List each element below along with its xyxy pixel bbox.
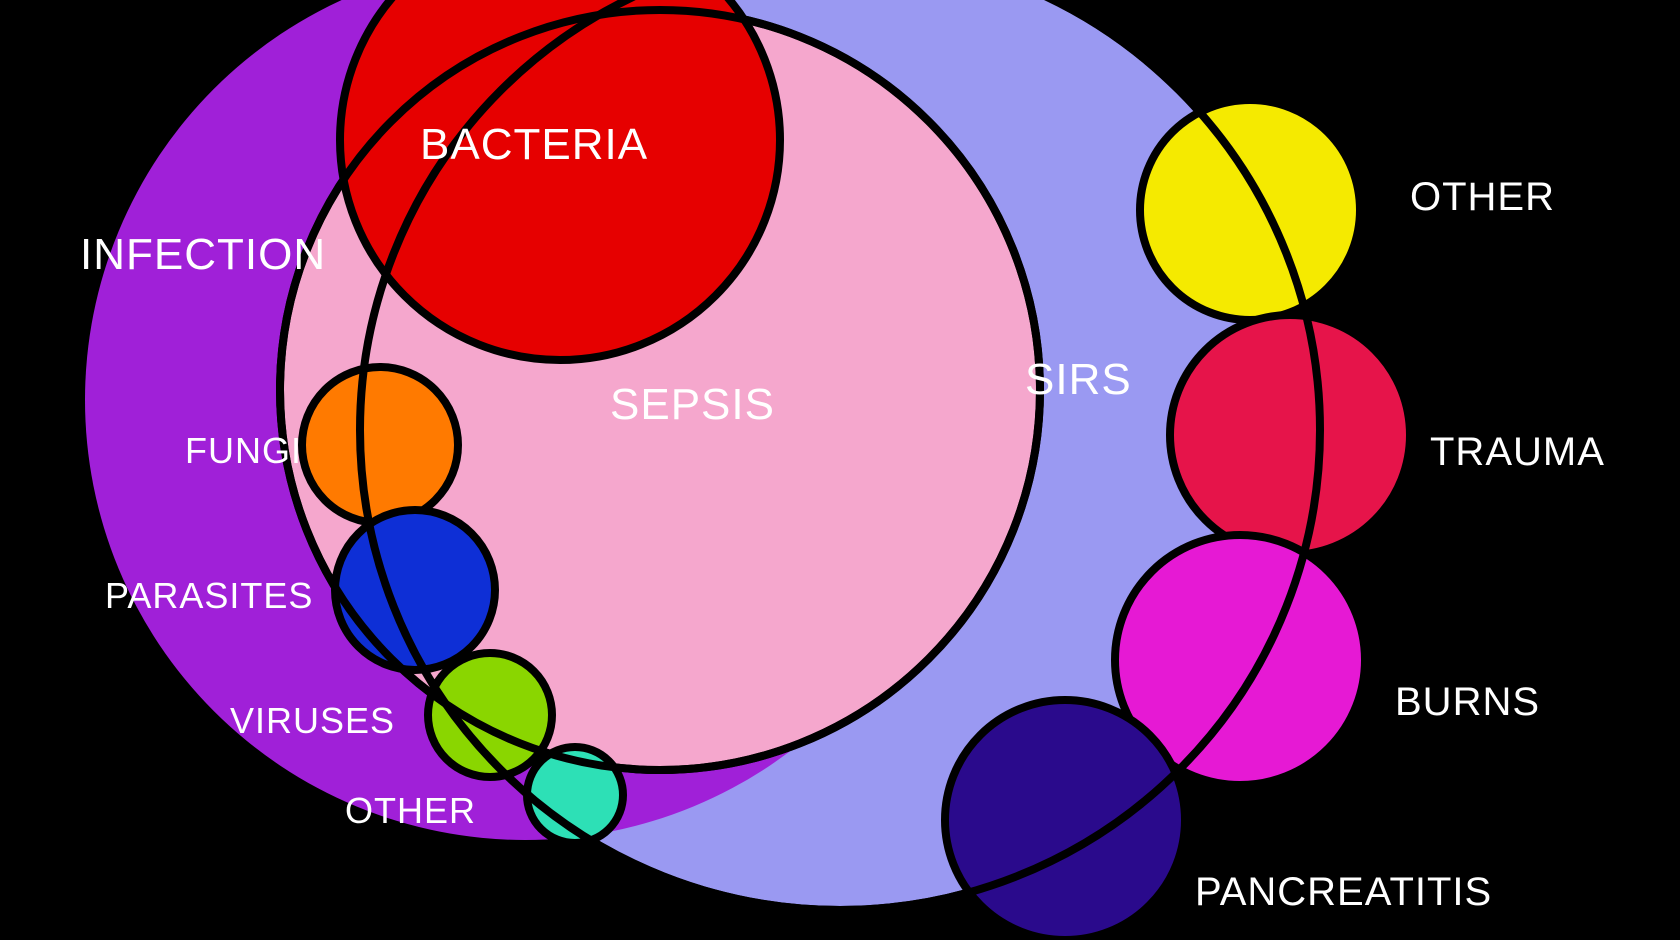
circle-fungi [302, 367, 458, 523]
label-other_inf: OTHER [345, 790, 476, 832]
label-sepsis: SEPSIS [610, 380, 775, 430]
label-burns: BURNS [1395, 680, 1540, 725]
circle-trauma [1170, 315, 1410, 555]
label-other_sirs: OTHER [1410, 175, 1555, 220]
label-fungi: FUNGI [185, 430, 302, 472]
label-bacteria: BACTERIA [420, 120, 648, 170]
label-infection: INFECTION [80, 230, 326, 280]
circle-other_sirs [1140, 100, 1360, 320]
label-sirs: SIRS [1025, 355, 1132, 405]
label-trauma: TRAUMA [1430, 430, 1605, 475]
circle-pancreatitis [945, 700, 1185, 940]
label-parasites: PARASITES [105, 575, 313, 617]
label-viruses: VIRUSES [230, 700, 395, 742]
label-pancreatitis: PANCREATITIS [1195, 870, 1492, 915]
